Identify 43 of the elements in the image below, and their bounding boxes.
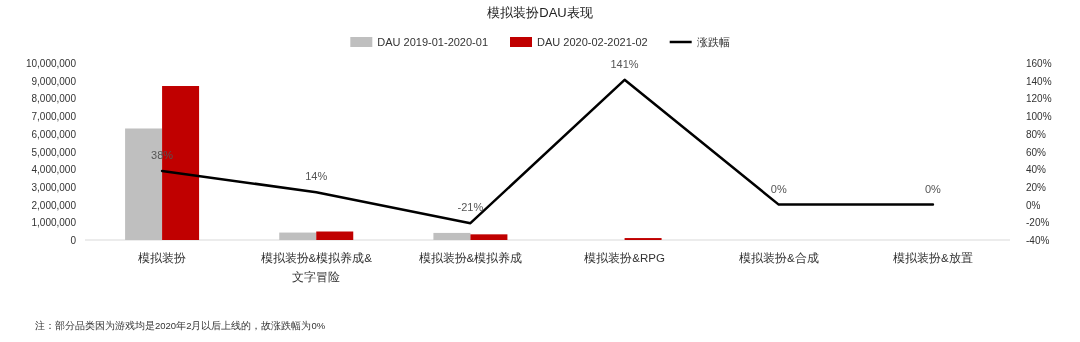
x-tick-label: 模拟装扮&合成	[738, 251, 819, 264]
y2-tick-label: 120%	[1026, 93, 1052, 105]
y-tick-label: 4,000,000	[31, 164, 77, 176]
data-label: 0%	[924, 182, 942, 195]
y2-tick-label: 0%	[1026, 199, 1041, 211]
bar	[433, 232, 471, 240]
y2-tick-label: 20%	[1026, 181, 1047, 193]
x-tick-label: 模拟装扮&模拟养成&文字冒险	[260, 251, 373, 283]
y-tick-label: 10,000,000	[25, 58, 77, 69]
data-label: -21%	[457, 201, 484, 214]
data-label: 0%	[770, 182, 787, 195]
y-tick-label: 1,000,000	[31, 217, 77, 229]
y2-tick-label: 60%	[1026, 146, 1047, 158]
x-tick-label: 模拟装扮	[138, 251, 187, 264]
legend-label: 涨跌幅	[696, 36, 730, 48]
y2-tick-label: -40%	[1026, 235, 1050, 246]
y-tick-label: 5,000,000	[31, 146, 77, 158]
data-label: 38%	[151, 148, 174, 161]
y2-tick-label: 80%	[1026, 128, 1047, 140]
x-tick-label: 模拟装扮&放置	[893, 251, 973, 264]
x-tick-label: 模拟装扮&模拟养成	[418, 251, 523, 264]
y-tick-label: 8,000,000	[31, 93, 77, 105]
x-tick-label: 模拟装扮&RPG	[584, 251, 665, 264]
data-label: 14%	[305, 170, 328, 183]
y-tick-label: 7,000,000	[31, 111, 77, 123]
y2-tick-label: 140%	[1026, 75, 1052, 87]
bar	[316, 231, 354, 240]
y2-tick-label: 40%	[1026, 164, 1047, 176]
y-tick-label: 3,000,000	[31, 181, 77, 193]
y-tick-label: 9,000,000	[31, 75, 77, 87]
y-tick-label: 2,000,000	[31, 199, 77, 211]
bar	[470, 234, 508, 240]
legend-label: DAU 2020-02-2021-02	[537, 36, 648, 48]
y2-tick-label: 100%	[1026, 111, 1052, 123]
y2-tick-label: 160%	[1026, 58, 1052, 69]
y2-tick-label: -20%	[1026, 217, 1050, 229]
legend-label: DAU 2019-01-2020-01	[377, 36, 488, 48]
y-tick-label: 0	[70, 235, 77, 246]
chart-title: 模拟装扮DAU表现	[487, 5, 593, 20]
text: 注：部分品类因为游戏均是2020年2月以后上线的，故涨跌幅为0%	[35, 320, 326, 331]
y-tick-label: 6,000,000	[31, 128, 77, 140]
bar	[279, 232, 317, 240]
data-label: 141%	[610, 57, 639, 70]
